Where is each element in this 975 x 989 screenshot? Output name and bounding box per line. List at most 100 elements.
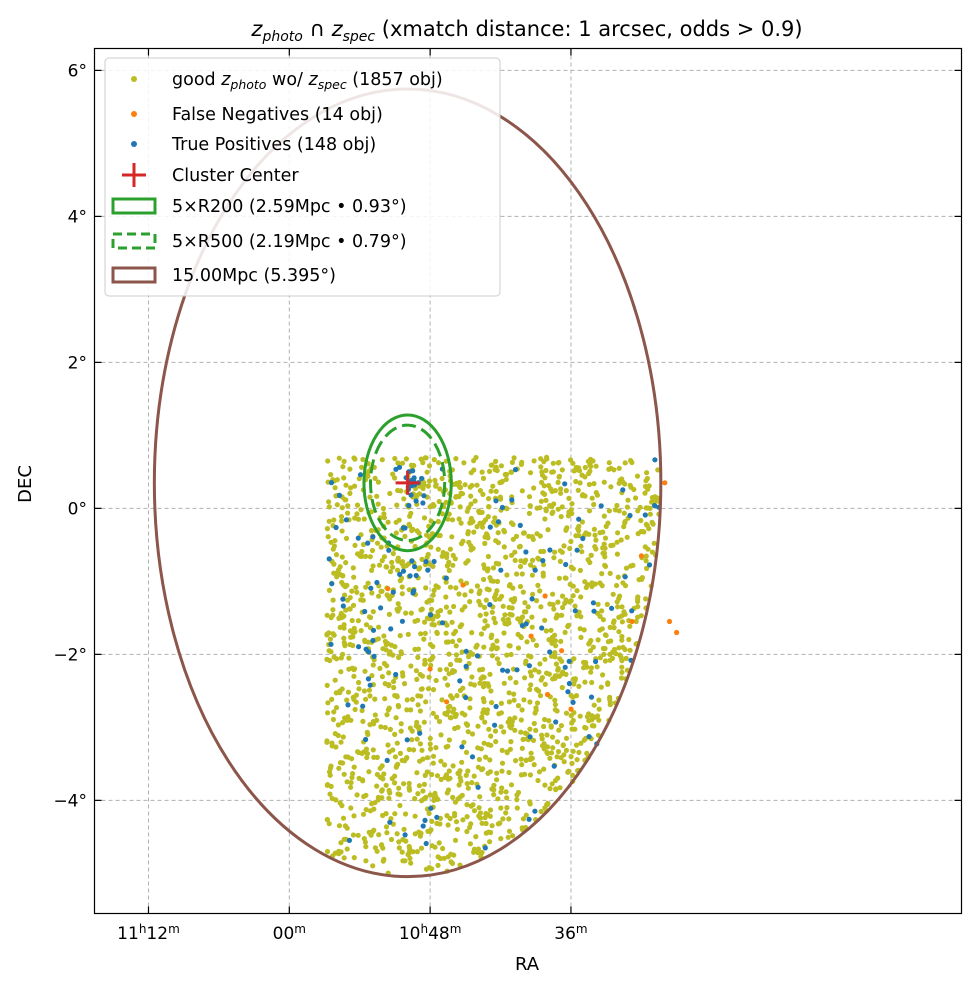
- good-zphoto-point: [338, 514, 345, 520]
- good-zphoto-point: [568, 538, 574, 545]
- good-zphoto-point: [520, 530, 527, 536]
- good-zphoto-point: [431, 794, 437, 801]
- true-positive-point: [457, 678, 463, 684]
- good-zphoto-point: [350, 832, 356, 838]
- good-zphoto-point: [542, 617, 548, 623]
- good-zphoto-point: [479, 849, 485, 856]
- good-zphoto-point: [516, 544, 523, 550]
- false-negative-point: [544, 691, 551, 698]
- good-zphoto-point: [489, 786, 495, 792]
- good-zphoto-point: [558, 638, 564, 645]
- good-zphoto-point: [438, 776, 444, 783]
- good-zphoto-point: [498, 710, 504, 716]
- good-zphoto-point: [511, 697, 517, 703]
- true-positive-point: [431, 558, 437, 565]
- good-zphoto-point: [494, 578, 501, 585]
- good-zphoto-point: [554, 673, 560, 679]
- good-zphoto-point: [450, 709, 456, 715]
- good-zphoto-point: [476, 598, 482, 604]
- good-zphoto-point: [548, 627, 554, 633]
- good-zphoto-point: [541, 766, 547, 772]
- good-zphoto-point: [616, 480, 622, 486]
- good-zphoto-point: [512, 715, 518, 721]
- good-zphoto-point: [363, 858, 369, 864]
- good-zphoto-point: [330, 612, 336, 618]
- good-zphoto-point: [593, 490, 599, 496]
- good-zphoto-point: [587, 559, 593, 566]
- good-zphoto-point: [605, 639, 611, 645]
- good-zphoto-point: [324, 817, 330, 823]
- y-tick-label: 2°: [68, 353, 87, 373]
- good-zphoto-point: [483, 754, 489, 760]
- good-zphoto-point: [649, 549, 656, 555]
- true-positive-point: [360, 703, 366, 709]
- good-zphoto-point: [423, 699, 429, 705]
- good-zphoto-point: [464, 828, 470, 835]
- good-zphoto-point: [644, 470, 650, 476]
- good-zphoto-point: [417, 708, 423, 714]
- good-zphoto-point: [615, 604, 621, 610]
- good-zphoto-point: [606, 460, 612, 466]
- good-zphoto-point: [326, 518, 332, 524]
- legend-marker-rect: [111, 232, 157, 250]
- true-positive-point: [529, 596, 535, 602]
- good-zphoto-point: [593, 463, 599, 469]
- good-zphoto-point: [622, 518, 628, 525]
- good-zphoto-point: [503, 789, 509, 795]
- good-zphoto-point: [499, 760, 506, 766]
- good-zphoto-point: [552, 549, 558, 555]
- good-zphoto-point: [384, 592, 390, 598]
- good-zphoto-point: [402, 811, 409, 817]
- good-zphoto-point: [378, 724, 384, 730]
- good-zphoto-point: [405, 631, 411, 638]
- good-zphoto-point: [428, 544, 434, 550]
- good-zphoto-point: [645, 546, 651, 552]
- good-zphoto-point: [583, 725, 589, 731]
- good-zphoto-point: [377, 665, 383, 672]
- good-zphoto-point: [367, 554, 373, 560]
- good-zphoto-point: [382, 696, 388, 702]
- good-zphoto-point: [514, 797, 520, 803]
- good-zphoto-point: [375, 501, 381, 507]
- good-zphoto-point: [559, 612, 565, 618]
- good-zphoto-point: [577, 713, 583, 719]
- good-zphoto-point: [478, 631, 485, 637]
- good-zphoto-point: [443, 499, 449, 505]
- good-zphoto-point: [324, 738, 330, 744]
- good-zphoto-point: [619, 637, 625, 643]
- good-zphoto-point: [540, 490, 546, 496]
- good-zphoto-point: [561, 543, 567, 549]
- good-zphoto-point: [334, 574, 340, 580]
- good-zphoto-point: [634, 473, 641, 479]
- good-zphoto-point: [426, 463, 433, 469]
- good-zphoto-point: [457, 484, 463, 490]
- good-zphoto-point: [465, 558, 471, 564]
- good-zphoto-point: [396, 839, 402, 845]
- good-zphoto-point: [360, 597, 366, 603]
- good-zphoto-point: [467, 824, 473, 831]
- good-zphoto-point: [367, 614, 374, 621]
- good-zphoto-point: [601, 513, 607, 519]
- good-zphoto-point: [370, 747, 376, 753]
- true-positive-point: [652, 503, 658, 509]
- good-zphoto-point: [529, 572, 536, 578]
- good-zphoto-point: [622, 611, 628, 617]
- good-zphoto-point: [506, 690, 512, 696]
- good-zphoto-point: [447, 661, 454, 668]
- good-zphoto-point: [578, 543, 584, 549]
- true-positive-point: [413, 572, 419, 579]
- good-zphoto-point: [453, 819, 460, 825]
- good-zphoto-point: [524, 639, 530, 645]
- good-zphoto-point: [397, 750, 403, 757]
- good-zphoto-point: [408, 860, 414, 866]
- good-zphoto-point: [391, 678, 397, 685]
- good-zphoto-point: [417, 758, 423, 764]
- good-zphoto-point: [422, 772, 428, 779]
- good-zphoto-point: [544, 802, 550, 808]
- good-zphoto-point: [400, 837, 406, 843]
- good-zphoto-point: [404, 697, 410, 703]
- true-positive-point: [495, 519, 501, 525]
- good-zphoto-point: [568, 457, 574, 463]
- good-zphoto-point: [447, 609, 453, 615]
- good-zphoto-point: [445, 562, 451, 569]
